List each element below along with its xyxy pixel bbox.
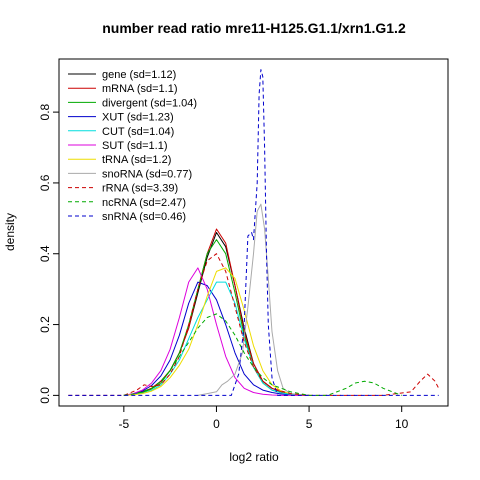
legend-label: snRNA (sd=0.46)	[102, 211, 186, 223]
legend-label: mRNA (sd=1.1)	[102, 83, 178, 95]
legend-label: SUT (sd=1.1)	[102, 140, 168, 152]
y-tick-label: 0.6	[38, 174, 52, 191]
y-tick-label: 0.2	[38, 316, 52, 333]
series-line-7	[197, 203, 310, 396]
x-tick-label: -5	[118, 417, 129, 431]
y-tick-label: 0.0	[38, 387, 52, 404]
x-axis: -5 0 5 10	[118, 406, 409, 431]
y-axis-label: density	[3, 213, 17, 251]
series-lines	[68, 69, 440, 396]
plot-frame	[58, 58, 449, 407]
legend-label: tRNA (sd=1.2)	[102, 154, 171, 166]
x-tick-label: 0	[213, 417, 220, 431]
series-line-10	[68, 69, 439, 396]
series-line-8	[68, 253, 440, 396]
legend-label: rRNA (sd=3.39)	[102, 183, 178, 195]
chart-title: number read ratio mre11-H125.G1.1/xrn1.G…	[102, 20, 406, 36]
y-axis: 0.0 0.2 0.4 0.6 0.8	[38, 103, 59, 404]
x-axis-label: log2 ratio	[229, 450, 279, 464]
series-line-9	[123, 313, 402, 396]
series-line-4	[123, 281, 310, 396]
legend-label: ncRNA (sd=2.47)	[102, 197, 186, 209]
series-line-3	[123, 281, 310, 396]
y-tick-label: 0.8	[38, 103, 52, 120]
x-tick-label: 5	[306, 417, 313, 431]
x-tick-label: 10	[395, 417, 409, 431]
legend-label: CUT (sd=1.04)	[102, 126, 174, 138]
series-line-2	[123, 239, 310, 396]
series-line-5	[123, 267, 310, 396]
series-line-6	[123, 267, 310, 396]
legend-label: snoRNA (sd=0.77)	[102, 168, 192, 180]
legend-label: XUT (sd=1.23)	[102, 112, 174, 124]
legend-label: gene (sd=1.12)	[102, 69, 176, 81]
y-tick-label: 0.4	[38, 245, 52, 262]
legend: gene (sd=1.12) mRNA (sd=1.1) divergent (sd…	[68, 69, 197, 223]
legend-label: divergent (sd=1.04)	[102, 97, 197, 109]
